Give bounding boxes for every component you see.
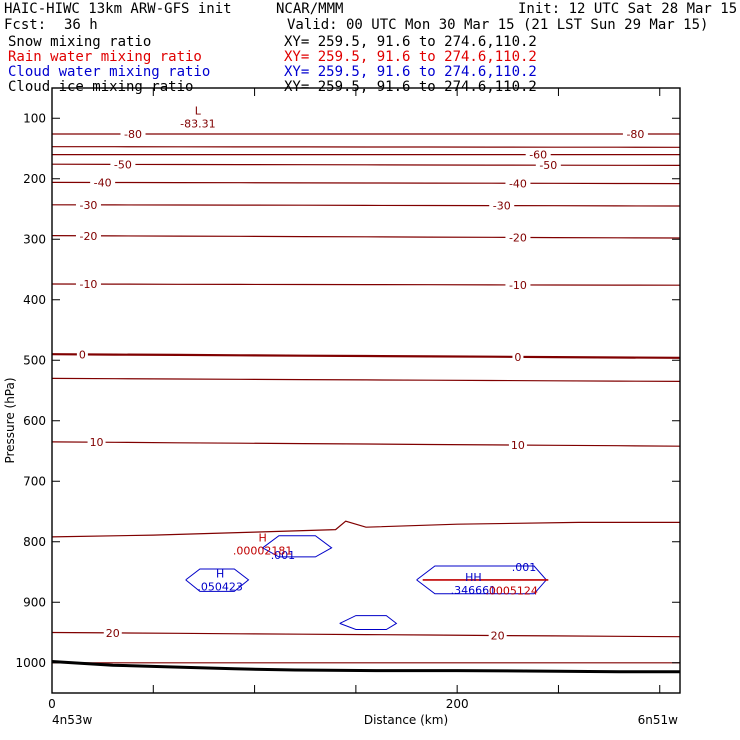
terrain-line (51, 660, 680, 674)
contour-label-bg (90, 176, 116, 189)
y-tick-label: 500 (23, 353, 46, 367)
contour-label-bg (120, 127, 146, 140)
temperature-contour (51, 631, 681, 638)
temperature-contour-label: 10 (511, 439, 525, 452)
temperature-contour-label: -50 (114, 158, 132, 171)
contour-label-bg (505, 231, 531, 244)
extremum-marker: HH (465, 571, 482, 584)
contour-label-bg (508, 439, 527, 452)
contour-label-bg (110, 158, 136, 171)
extremum-value: .00002181 (233, 545, 293, 558)
contour-label-bg (489, 199, 515, 212)
temperature-contour (51, 377, 681, 382)
x-tick-label: 200 (446, 697, 469, 711)
temperature-contour (51, 181, 681, 185)
y-axis-title: Pressure (hPa) (3, 377, 17, 463)
contour-label-bg (75, 278, 101, 291)
field-name: Rain water mixing ratio (8, 49, 202, 65)
field-range: XY= 259.5, 91.6 to 274.6,110.2 (284, 79, 537, 95)
field-range: XY= 259.5, 91.6 to 274.6,110.2 (284, 34, 537, 50)
temperature-contour (51, 353, 681, 359)
contour-label-bg (103, 626, 122, 639)
field-name: Cloud ice mixing ratio (8, 79, 194, 95)
model-title: HAIC-HIWC 13km ARW-GFS init (4, 1, 232, 17)
temperature-contour-label: 20 (491, 630, 505, 643)
init-time: Init: 12 UTC Sat 28 Mar 15 (518, 1, 738, 17)
y-tick-label: 1000 (15, 656, 46, 670)
contour-label-bg (505, 278, 531, 291)
contour-label-bg (505, 177, 531, 190)
temperature-contour-label: -10 (79, 278, 97, 291)
temperature-contour-label: -50 (539, 159, 557, 172)
y-tick-label: 700 (23, 474, 46, 488)
cloud-water-contour (185, 568, 250, 592)
temperature-contour (51, 163, 681, 166)
x-tick-label: 0 (48, 697, 56, 711)
temperature-contour (52, 146, 681, 148)
extremum-value: .0005124 (485, 584, 538, 597)
forecast-label: Fcst: (4, 17, 47, 33)
y-tick-label: 100 (23, 111, 46, 125)
field-name: Snow mixing ratio (8, 34, 152, 50)
cloud-water-contour-label: .001 (512, 561, 537, 574)
temperature-contour-label: 20 (106, 627, 120, 640)
extremum-marker: H (259, 532, 267, 545)
contour-label-bg (622, 127, 648, 140)
y-tick-label: 200 (23, 172, 46, 186)
temperature-contour (51, 520, 680, 538)
extremum-value: -83.31 (180, 117, 215, 130)
org-label: NCAR/MMM (276, 1, 344, 17)
temperature-contour-label: -20 (79, 230, 97, 243)
contour-label-bg (488, 629, 507, 642)
contour-label-bg (75, 198, 101, 211)
temperature-contour (51, 204, 681, 207)
field-range: XY= 259.5, 91.6 to 274.6,110.2 (284, 49, 537, 65)
contour-label-bg (87, 436, 106, 449)
temperature-contour-label: -30 (493, 200, 511, 213)
temperature-contour-label: -80 (124, 128, 142, 141)
forecast-hour: 36 h (64, 17, 98, 33)
temperature-contour-label: -80 (626, 128, 644, 141)
temperature-contour-label: 10 (90, 436, 104, 449)
y-tick-label: 600 (23, 414, 46, 428)
y-tick-label: 400 (23, 293, 46, 307)
x-start-location: 4n53w (52, 713, 93, 727)
temperature-contour-label: -40 (94, 176, 112, 189)
temperature-contour-label: -20 (509, 231, 527, 244)
extremum-marker: L (195, 104, 202, 117)
contour-label-bg (512, 350, 524, 363)
y-tick-label: 900 (23, 595, 46, 609)
field-name: Cloud water mixing ratio (8, 64, 211, 80)
field-range: XY= 259.5, 91.6 to 274.6,110.2 (284, 64, 537, 80)
contour-label-bg (76, 348, 88, 361)
temperature-contour-label: -10 (509, 279, 527, 292)
temperature-contour (51, 441, 681, 447)
contour-label-bg (535, 159, 561, 172)
cloud-water-contour (339, 615, 398, 630)
temperature-contour-label: -30 (79, 199, 97, 212)
contour-label-bg (525, 148, 551, 161)
extremum-value: .346661 (451, 584, 497, 597)
extremum-marker: H (216, 567, 224, 580)
temperature-contour-label: -60 (529, 149, 547, 162)
plot-frame (51, 87, 681, 694)
y-tick-label: 800 (23, 535, 46, 549)
cloud-water-contour-label: .001 (271, 549, 296, 562)
cloud-water-contour (262, 535, 333, 558)
temperature-contour-label: 0 (514, 351, 521, 364)
x-end-location: 6n51w (638, 713, 679, 727)
temperature-contour-label: 0 (79, 348, 86, 361)
valid-time: Valid: 00 UTC Mon 30 Mar 15 (21 LST Sun … (287, 17, 709, 33)
contour-label-bg (75, 229, 101, 242)
x-axis-title: Distance (km) (364, 713, 448, 727)
extremum-value: .050423 (197, 580, 243, 593)
temperature-contour (51, 283, 681, 286)
y-tick-label: 300 (23, 232, 46, 246)
temperature-contour-label: -40 (509, 177, 527, 190)
temperature-contour (51, 235, 681, 239)
